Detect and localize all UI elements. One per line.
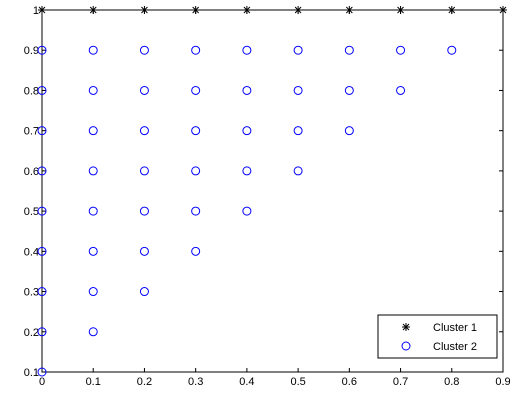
cluster-2-point (293, 166, 303, 176)
cluster-2-point (242, 45, 252, 55)
cluster-2-point (293, 85, 303, 95)
cluster-2-point (191, 85, 201, 95)
y-tick-label: 0.1 (24, 367, 39, 379)
y-tick-label: 0.7 (24, 126, 39, 138)
cluster-2-point (396, 45, 406, 55)
data-points (37, 6, 507, 377)
cluster-2-point (88, 45, 98, 55)
cluster-2-point (344, 85, 354, 95)
cluster-1-point (140, 6, 149, 14)
cluster-1-point (38, 6, 46, 14)
x-tick-label: 0.2 (137, 376, 152, 388)
x-tick-label: 0.1 (86, 376, 101, 388)
cluster-2-point (37, 287, 47, 297)
cluster-1-point (499, 6, 507, 14)
cluster-2-point (37, 166, 47, 176)
cluster-1-point (396, 6, 405, 14)
cluster-2-point (293, 126, 303, 136)
cluster-2-point (242, 206, 252, 216)
y-tick-label: 0.5 (24, 206, 39, 218)
cluster-2-point (139, 45, 149, 55)
cluster-1-point (242, 6, 251, 14)
cluster-2-point (242, 166, 252, 176)
y-tick-label: 0.9 (24, 45, 39, 57)
cluster-2-point (37, 367, 47, 377)
cluster-1-point (191, 6, 200, 14)
legend-label: Cluster 2 (433, 341, 477, 353)
cluster-2-point (191, 246, 201, 256)
cluster-2-point (88, 166, 98, 176)
cluster-2-point (191, 126, 201, 136)
x-tick-label: 0.3 (188, 376, 203, 388)
y-tick-label: 0.2 (24, 327, 39, 339)
cluster-2-point (242, 126, 252, 136)
cluster-2-point (37, 206, 47, 216)
cluster-2-point (191, 206, 201, 216)
cluster-2-point (37, 126, 47, 136)
cluster-1-point (345, 6, 354, 14)
cluster-2-point (88, 287, 98, 297)
x-tick-label: 0.4 (239, 376, 254, 388)
cluster-2-point (37, 45, 47, 55)
x-tick-label: 0.8 (444, 376, 459, 388)
legend-circle-icon (401, 341, 411, 351)
cluster-1-point (89, 6, 98, 14)
y-axis-ticks: 0.1 0.2 0.3 0.4 0.5 0.6 0.7 0.8 0.9 1 (24, 5, 503, 379)
y-tick-label: 1 (33, 5, 39, 17)
x-tick-label: 0.6 (342, 376, 357, 388)
cluster-2-point (139, 246, 149, 256)
cluster-2-point (344, 45, 354, 55)
cluster-2-point (139, 206, 149, 216)
cluster-2-point (139, 85, 149, 95)
cluster-2-point (293, 45, 303, 55)
y-tick-label: 0.6 (24, 166, 39, 178)
cluster-2-point (88, 327, 98, 337)
cluster-2-point (447, 45, 457, 55)
x-tick-label: 0.5 (290, 376, 305, 388)
cluster-2-point (191, 45, 201, 55)
plot-axes (41, 9, 504, 373)
cluster-2-point (139, 166, 149, 176)
cluster-2-point (139, 287, 149, 297)
x-tick-label: 0.9 (495, 376, 510, 388)
y-tick-label: 0.8 (24, 85, 39, 97)
legend-box (377, 314, 498, 359)
cluster-2-point (88, 126, 98, 136)
cluster-2-point (88, 85, 98, 95)
legend-star-icon (402, 323, 410, 331)
cluster-2-point (396, 85, 406, 95)
x-tick-label: 0 (39, 376, 45, 388)
cluster-2-point (242, 85, 252, 95)
cluster-2-point (191, 166, 201, 176)
cluster-2-point (88, 246, 98, 256)
cluster-2-point (37, 85, 47, 95)
cluster-2-point (37, 246, 47, 256)
y-tick-label: 0.4 (24, 246, 39, 258)
cluster-1-point (294, 6, 303, 14)
legend: Cluster 1 Cluster 2 (377, 314, 498, 359)
x-tick-label: 0.7 (393, 376, 408, 388)
cluster-2-point (344, 126, 354, 136)
cluster-2-point (88, 206, 98, 216)
y-tick-label: 0.3 (24, 287, 39, 299)
cluster-2-point (139, 126, 149, 136)
cluster-1-point (447, 6, 456, 14)
cluster-2-point (37, 327, 47, 337)
plot-frame (41, 9, 504, 373)
legend-label: Cluster 1 (433, 322, 477, 334)
